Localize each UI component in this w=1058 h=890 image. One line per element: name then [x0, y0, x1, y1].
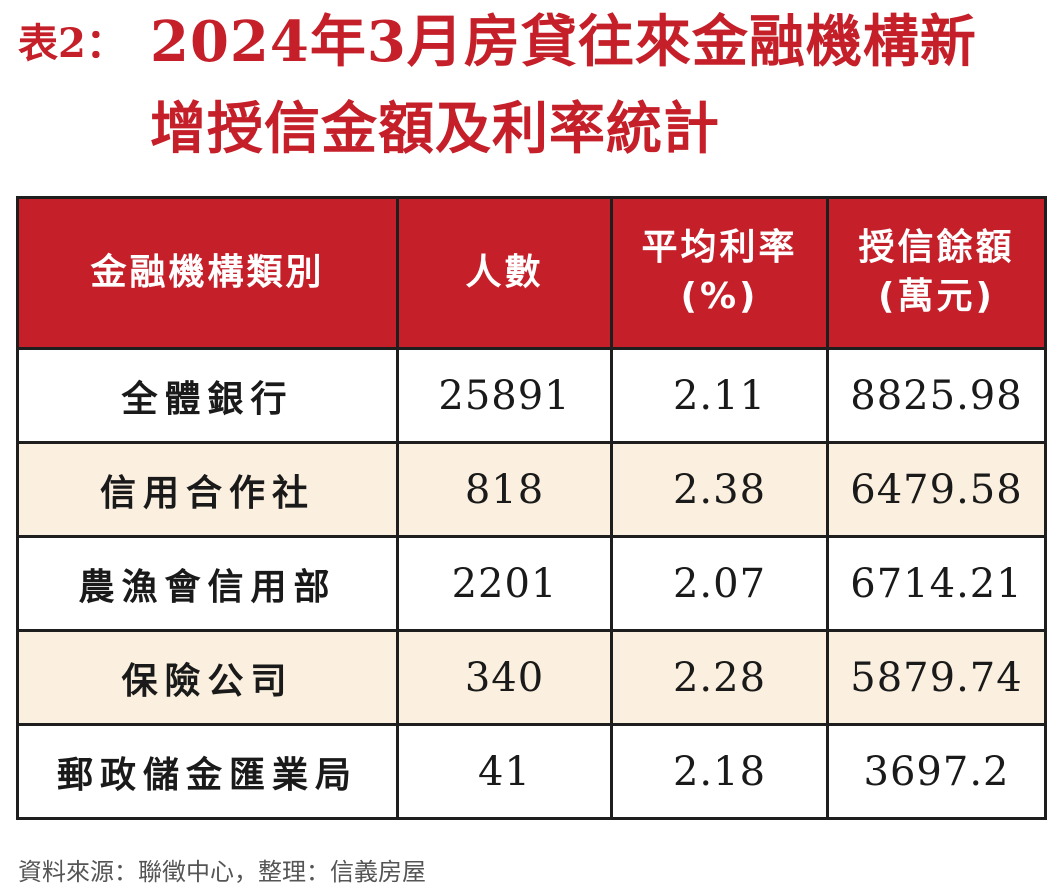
cell-count: 340: [396, 629, 613, 726]
header-count-label: 人數: [465, 251, 544, 293]
cell-balance: 6714.21: [826, 535, 1047, 632]
header-balance-label: 授信餘額: [858, 227, 1015, 269]
header-balance: 授信餘額 (萬元): [826, 196, 1047, 350]
cell-count: 25891: [396, 347, 613, 444]
table-number: 表2：: [18, 20, 126, 67]
cell-category: 全體銀行: [16, 347, 399, 444]
table-row: 保險公司 340 2.28 5879.74: [16, 629, 1047, 726]
header-category: 金融機構類別: [16, 196, 399, 350]
cell-avg-rate: 2.18: [610, 723, 829, 820]
cell-category: 郵政儲金匯業局: [16, 723, 399, 820]
source-note: 資料來源：聯徵中心，整理：信義房屋: [18, 858, 426, 886]
header-count: 人數: [396, 196, 613, 350]
header-category-label: 金融機構類別: [90, 251, 325, 293]
header-avg-rate-unit: (%): [680, 276, 759, 317]
cell-count: 2201: [396, 535, 613, 632]
header-balance-unit: (萬元): [878, 276, 995, 317]
cell-balance: 3697.2: [826, 723, 1047, 820]
page-title-line-2: 增授信金額及利率統計: [150, 96, 720, 162]
cell-avg-rate: 2.11: [610, 347, 829, 444]
cell-category: 信用合作社: [16, 441, 399, 538]
title-row-1: 表2： 2024年3月房貸往來金融機構新: [18, 14, 1048, 70]
cell-category: 保險公司: [16, 629, 399, 726]
title-block: 表2： 2024年3月房貸往來金融機構新 增授信金額及利率統計: [18, 14, 1048, 165]
cell-count: 818: [396, 441, 613, 538]
table-row: 信用合作社 818 2.38 6479.58: [16, 441, 1047, 538]
header-avg-rate-label: 平均利率: [641, 227, 798, 269]
table-row: 郵政儲金匯業局 41 2.18 3697.2: [16, 723, 1047, 820]
cell-balance: 8825.98: [826, 347, 1047, 444]
statistics-table: 金融機構類別 人數 平均利率 (%) 授信餘額 (萬元) 全體銀行 25891 …: [16, 196, 1047, 820]
table-header-row: 金融機構類別 人數 平均利率 (%) 授信餘額 (萬元): [16, 196, 1047, 350]
cell-avg-rate: 2.07: [610, 535, 829, 632]
cell-balance: 5879.74: [826, 629, 1047, 726]
cell-avg-rate: 2.38: [610, 441, 829, 538]
cell-count: 41: [396, 723, 613, 820]
table-row: 農漁會信用部 2201 2.07 6714.21: [16, 535, 1047, 632]
header-avg-rate: 平均利率 (%): [610, 196, 829, 350]
cell-avg-rate: 2.28: [610, 629, 829, 726]
page-title-line-1: 2024年3月房貸往來金融機構新: [150, 9, 977, 75]
cell-balance: 6479.58: [826, 441, 1047, 538]
table-row: 全體銀行 25891 2.11 8825.98: [16, 347, 1047, 444]
cell-category: 農漁會信用部: [16, 535, 399, 632]
